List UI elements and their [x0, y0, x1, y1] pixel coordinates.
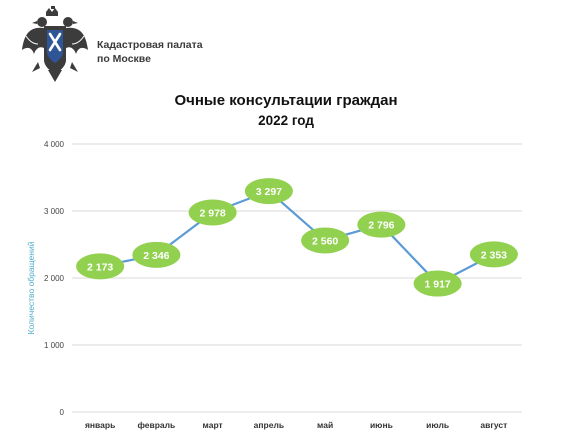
data-point	[244, 178, 293, 205]
chart-subtitle: 2022 год	[258, 113, 314, 128]
x-tick-label: июль	[426, 420, 449, 430]
data-label: 2 353	[481, 249, 507, 261]
data-point	[132, 241, 181, 268]
data-label: 3 297	[256, 186, 282, 198]
data-point	[357, 211, 406, 238]
x-tick-label: май	[317, 420, 333, 430]
data-point	[188, 199, 237, 226]
data-point	[469, 241, 518, 268]
x-tick-label: февраль	[137, 420, 175, 430]
y-tick-label: 2 000	[44, 274, 65, 283]
organization-name: Кадастровая палата по Москве	[97, 38, 203, 66]
data-label: 1 917	[424, 279, 450, 291]
data-label: 2 978	[199, 207, 225, 219]
y-axis-label: Количество обращений	[26, 241, 36, 334]
data-label: 2 346	[143, 250, 169, 262]
y-tick-label: 1 000	[44, 341, 65, 350]
data-point	[76, 253, 125, 280]
chart-title: Очные консультации граждан	[174, 92, 398, 109]
data-point	[301, 227, 350, 254]
x-tick-label: март	[203, 420, 223, 430]
data-point	[413, 270, 462, 297]
organization-name-line2: по Москве	[97, 53, 151, 65]
y-tick-label: 3 000	[44, 207, 65, 216]
data-label: 2 173	[87, 261, 113, 273]
y-tick-label: 4 000	[44, 140, 65, 149]
data-label: 2 560	[312, 235, 338, 247]
organization-name-line1: Кадастровая палата	[97, 39, 203, 51]
x-tick-label: январь	[85, 420, 115, 430]
x-tick-label: август	[480, 420, 507, 430]
data-label: 2 796	[368, 220, 394, 232]
eagle-emblem-icon	[22, 6, 88, 82]
y-tick-label: 0	[60, 408, 65, 417]
series-line	[99, 190, 495, 285]
x-tick-label: июнь	[370, 420, 393, 430]
x-tick-label: апрель	[254, 420, 284, 430]
